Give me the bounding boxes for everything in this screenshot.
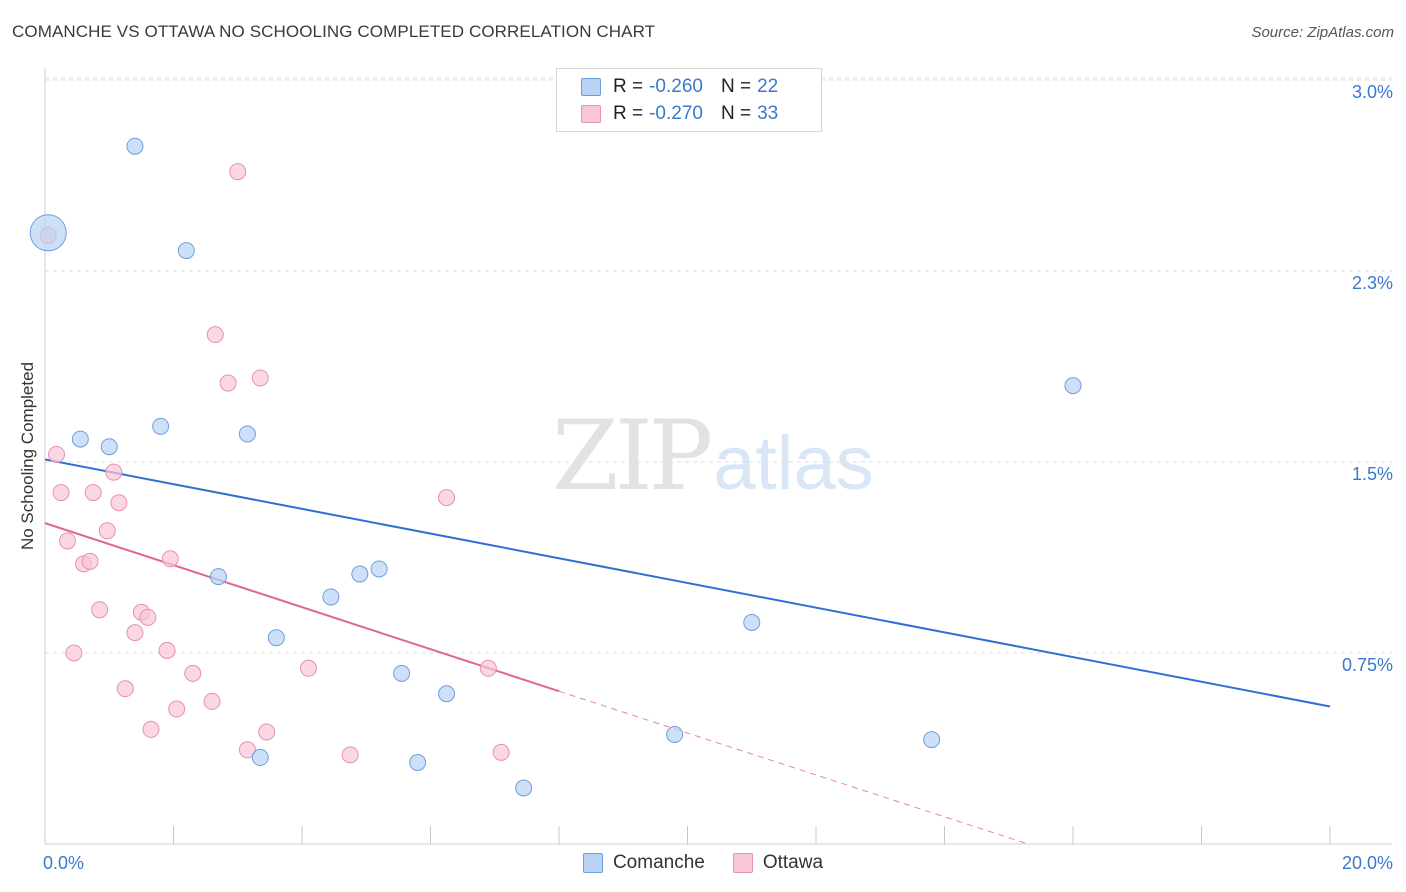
tick-label-layer: 0.75% 1.5% 2.3% 3.0% 0.0% 20.0% bbox=[43, 82, 1393, 873]
y-tick-label: 0.75% bbox=[1342, 655, 1393, 675]
legend-item-comanche[interactable]: Comanche bbox=[582, 852, 705, 874]
ottawa-point bbox=[168, 700, 186, 718]
ottawa-point bbox=[116, 680, 134, 698]
ottawa-point bbox=[438, 489, 456, 507]
ottawa-point bbox=[126, 624, 144, 642]
series-legend: Comanche Ottawa bbox=[0, 852, 1406, 874]
comanche-point bbox=[267, 629, 285, 647]
comanche-point bbox=[251, 748, 269, 766]
comanche-point bbox=[209, 568, 227, 586]
comanche-point bbox=[322, 588, 340, 606]
legend-n-label: N = bbox=[720, 103, 752, 124]
ottawa-point bbox=[251, 369, 269, 387]
legend-label-ottawa: Ottawa bbox=[762, 852, 824, 873]
ottawa-point bbox=[91, 601, 109, 619]
ottawa-point bbox=[58, 532, 76, 550]
comanche-point bbox=[29, 214, 67, 252]
ottawa-point bbox=[341, 746, 359, 764]
y-axis-label: No Schooling Completed bbox=[18, 361, 37, 551]
legend-n-label: N = bbox=[720, 76, 752, 97]
ottawa-point bbox=[98, 522, 116, 540]
trend-layer bbox=[44, 458, 1331, 845]
y-tick-label: 3.0% bbox=[1352, 82, 1393, 102]
comanche-point bbox=[71, 430, 89, 448]
ottawa-trend-extension bbox=[558, 690, 1029, 845]
ottawa-point bbox=[206, 326, 224, 344]
ottawa-point bbox=[479, 659, 497, 677]
ottawa-point bbox=[219, 374, 237, 392]
ottawa-trend-line bbox=[44, 522, 560, 693]
ottawa-point bbox=[258, 723, 276, 741]
y-tick-label: 1.5% bbox=[1352, 464, 1393, 484]
comanche-point bbox=[177, 242, 195, 260]
comanche-point bbox=[100, 438, 118, 456]
legend-r-label: R = bbox=[613, 76, 644, 97]
ottawa-legend-swatch bbox=[732, 853, 753, 873]
legend-n-value: 22 bbox=[757, 76, 779, 97]
legend-item-ottawa[interactable]: Ottawa bbox=[732, 852, 824, 874]
legend-n-value: 33 bbox=[757, 103, 779, 124]
comanche-trend-line bbox=[44, 458, 1331, 708]
ottawa-point bbox=[139, 608, 157, 626]
legend-r-label: R = bbox=[613, 103, 644, 124]
comanche-point bbox=[238, 425, 256, 443]
comanche-point bbox=[152, 417, 170, 435]
comanche-point bbox=[126, 137, 144, 155]
legend-label-comanche: Comanche bbox=[612, 852, 705, 873]
ottawa-point bbox=[48, 445, 66, 463]
grid-layer bbox=[45, 77, 1392, 654]
axis-layer bbox=[44, 68, 1392, 845]
comanche-point bbox=[409, 754, 427, 772]
comanche-point bbox=[351, 565, 369, 583]
comanche-point bbox=[743, 613, 761, 631]
ottawa-point bbox=[65, 644, 83, 662]
comanche-legend-swatch bbox=[582, 853, 603, 873]
ottawa-point bbox=[492, 743, 510, 761]
correlation-legend: R = -0.260 N = 22 R = -0.270 N = 33 bbox=[556, 68, 822, 132]
ottawa-point bbox=[184, 664, 202, 682]
legend-row-ottawa: R = -0.270 N = 33 bbox=[581, 102, 778, 126]
comanche-point bbox=[666, 725, 684, 743]
comanche-point bbox=[393, 664, 411, 682]
ottawa-point bbox=[52, 484, 70, 502]
chart-title: COMANCHE VS OTTAWA NO SCHOOLING COMPLETE… bbox=[12, 22, 656, 41]
ottawa-point bbox=[110, 494, 128, 512]
comanche-point bbox=[923, 731, 941, 749]
comanche-point bbox=[370, 560, 388, 578]
ottawa-point bbox=[203, 692, 221, 710]
x-tick-label: 0.0% bbox=[43, 853, 84, 873]
legend-row-comanche: R = -0.260 N = 22 bbox=[581, 75, 778, 99]
comanche-swatch bbox=[581, 78, 601, 96]
ottawa-point bbox=[142, 720, 160, 738]
ottawa-point bbox=[84, 484, 102, 502]
comanche-point bbox=[515, 779, 533, 797]
ottawa-point bbox=[229, 163, 247, 181]
ottawa-point bbox=[299, 659, 317, 677]
ottawa-point bbox=[105, 463, 123, 481]
ottawa-point bbox=[161, 550, 179, 568]
ottawa-point bbox=[158, 641, 176, 659]
legend-r-value: -0.270 bbox=[649, 103, 703, 124]
source-attribution: Source: ZipAtlas.com bbox=[1251, 24, 1394, 41]
comanche-point bbox=[438, 685, 456, 703]
comanche-point bbox=[1064, 377, 1082, 395]
ottawa-point bbox=[81, 552, 99, 570]
ottawa-point bbox=[238, 741, 256, 759]
y-tick-label: 2.3% bbox=[1352, 273, 1393, 293]
legend-r-value: -0.260 bbox=[649, 76, 703, 97]
ottawa-swatch bbox=[581, 105, 601, 123]
x-tick-label: 20.0% bbox=[1342, 853, 1393, 873]
